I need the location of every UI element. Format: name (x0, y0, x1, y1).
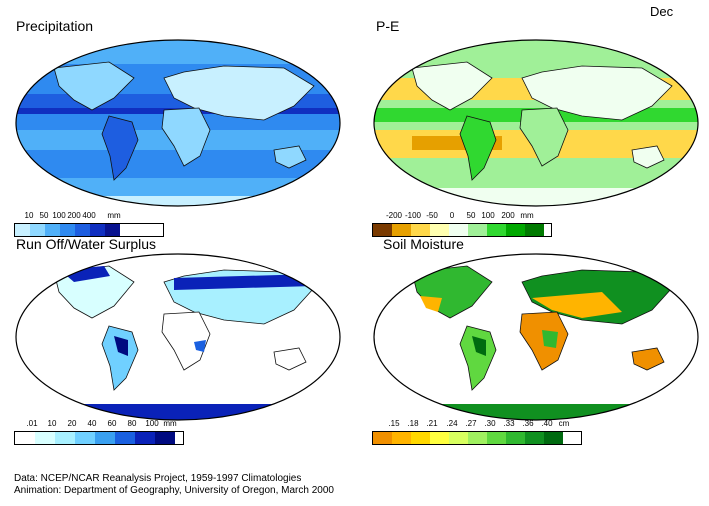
legend-swatch (392, 224, 411, 236)
legend-swatch (468, 224, 487, 236)
legend-swatch (525, 224, 544, 236)
legend-swatch (60, 224, 75, 236)
legend-swatch (506, 432, 525, 444)
legend-swatch (506, 224, 525, 236)
soil-moisture-color-scale (372, 431, 582, 445)
legend-swatch (105, 224, 120, 236)
legend-swatch (15, 224, 30, 236)
legend-swatch (75, 432, 95, 444)
legend-swatch (430, 432, 449, 444)
p-e-title: P-E (376, 18, 400, 34)
legend-swatch (525, 432, 544, 444)
soil-moisture-map (373, 253, 699, 421)
animation-credit: Animation: Department of Geography, Univ… (14, 485, 334, 496)
precipitation-legend: 10 50 100 200 400 mm (14, 211, 164, 237)
legend-swatch (544, 432, 563, 444)
legend-swatch (468, 432, 487, 444)
legend-swatch (430, 224, 449, 236)
run-off-map (15, 253, 341, 421)
legend-swatch (95, 432, 115, 444)
credits: Data: NCEP/NCAR Reanalysis Project, 1959… (14, 473, 334, 497)
data-credit: Data: NCEP/NCAR Reanalysis Project, 1959… (14, 473, 302, 484)
run-off-title: Run Off/Water Surplus (16, 236, 157, 252)
soil-moisture-title: Soil Moisture (383, 236, 464, 252)
legend-swatch (15, 432, 35, 444)
legend-swatch (373, 432, 392, 444)
legend-swatch (487, 432, 506, 444)
soil-moisture-legend: .15 .18 .21 .24 .27 .30 .33 .36 .40 cm (372, 419, 582, 445)
legend-swatch (30, 224, 45, 236)
legend-swatch (449, 224, 468, 236)
legend-swatch (373, 224, 392, 236)
legend-swatch (487, 224, 506, 236)
legend-swatch (45, 224, 60, 236)
p-e-map (373, 39, 699, 207)
run-off-legend: .01 10 20 40 60 80 100 mm (14, 419, 184, 445)
precipitation-color-scale (14, 223, 164, 237)
precipitation-map (15, 39, 341, 207)
p-e-color-scale (372, 223, 552, 237)
legend-swatch (75, 224, 90, 236)
legend-swatch (155, 432, 175, 444)
legend-swatch (449, 432, 468, 444)
legend-swatch (55, 432, 75, 444)
legend-swatch (392, 432, 411, 444)
month-label: Dec (650, 4, 674, 19)
legend-swatch (115, 432, 135, 444)
precipitation-title: Precipitation (16, 18, 94, 34)
run-off-color-scale (14, 431, 184, 445)
legend-swatch (35, 432, 55, 444)
legend-swatch (90, 224, 105, 236)
legend-swatch (411, 432, 430, 444)
legend-swatch (411, 224, 430, 236)
legend-swatch (135, 432, 155, 444)
p-e-legend: -200 -100 -50 0 50 100 200 mm (372, 211, 552, 237)
